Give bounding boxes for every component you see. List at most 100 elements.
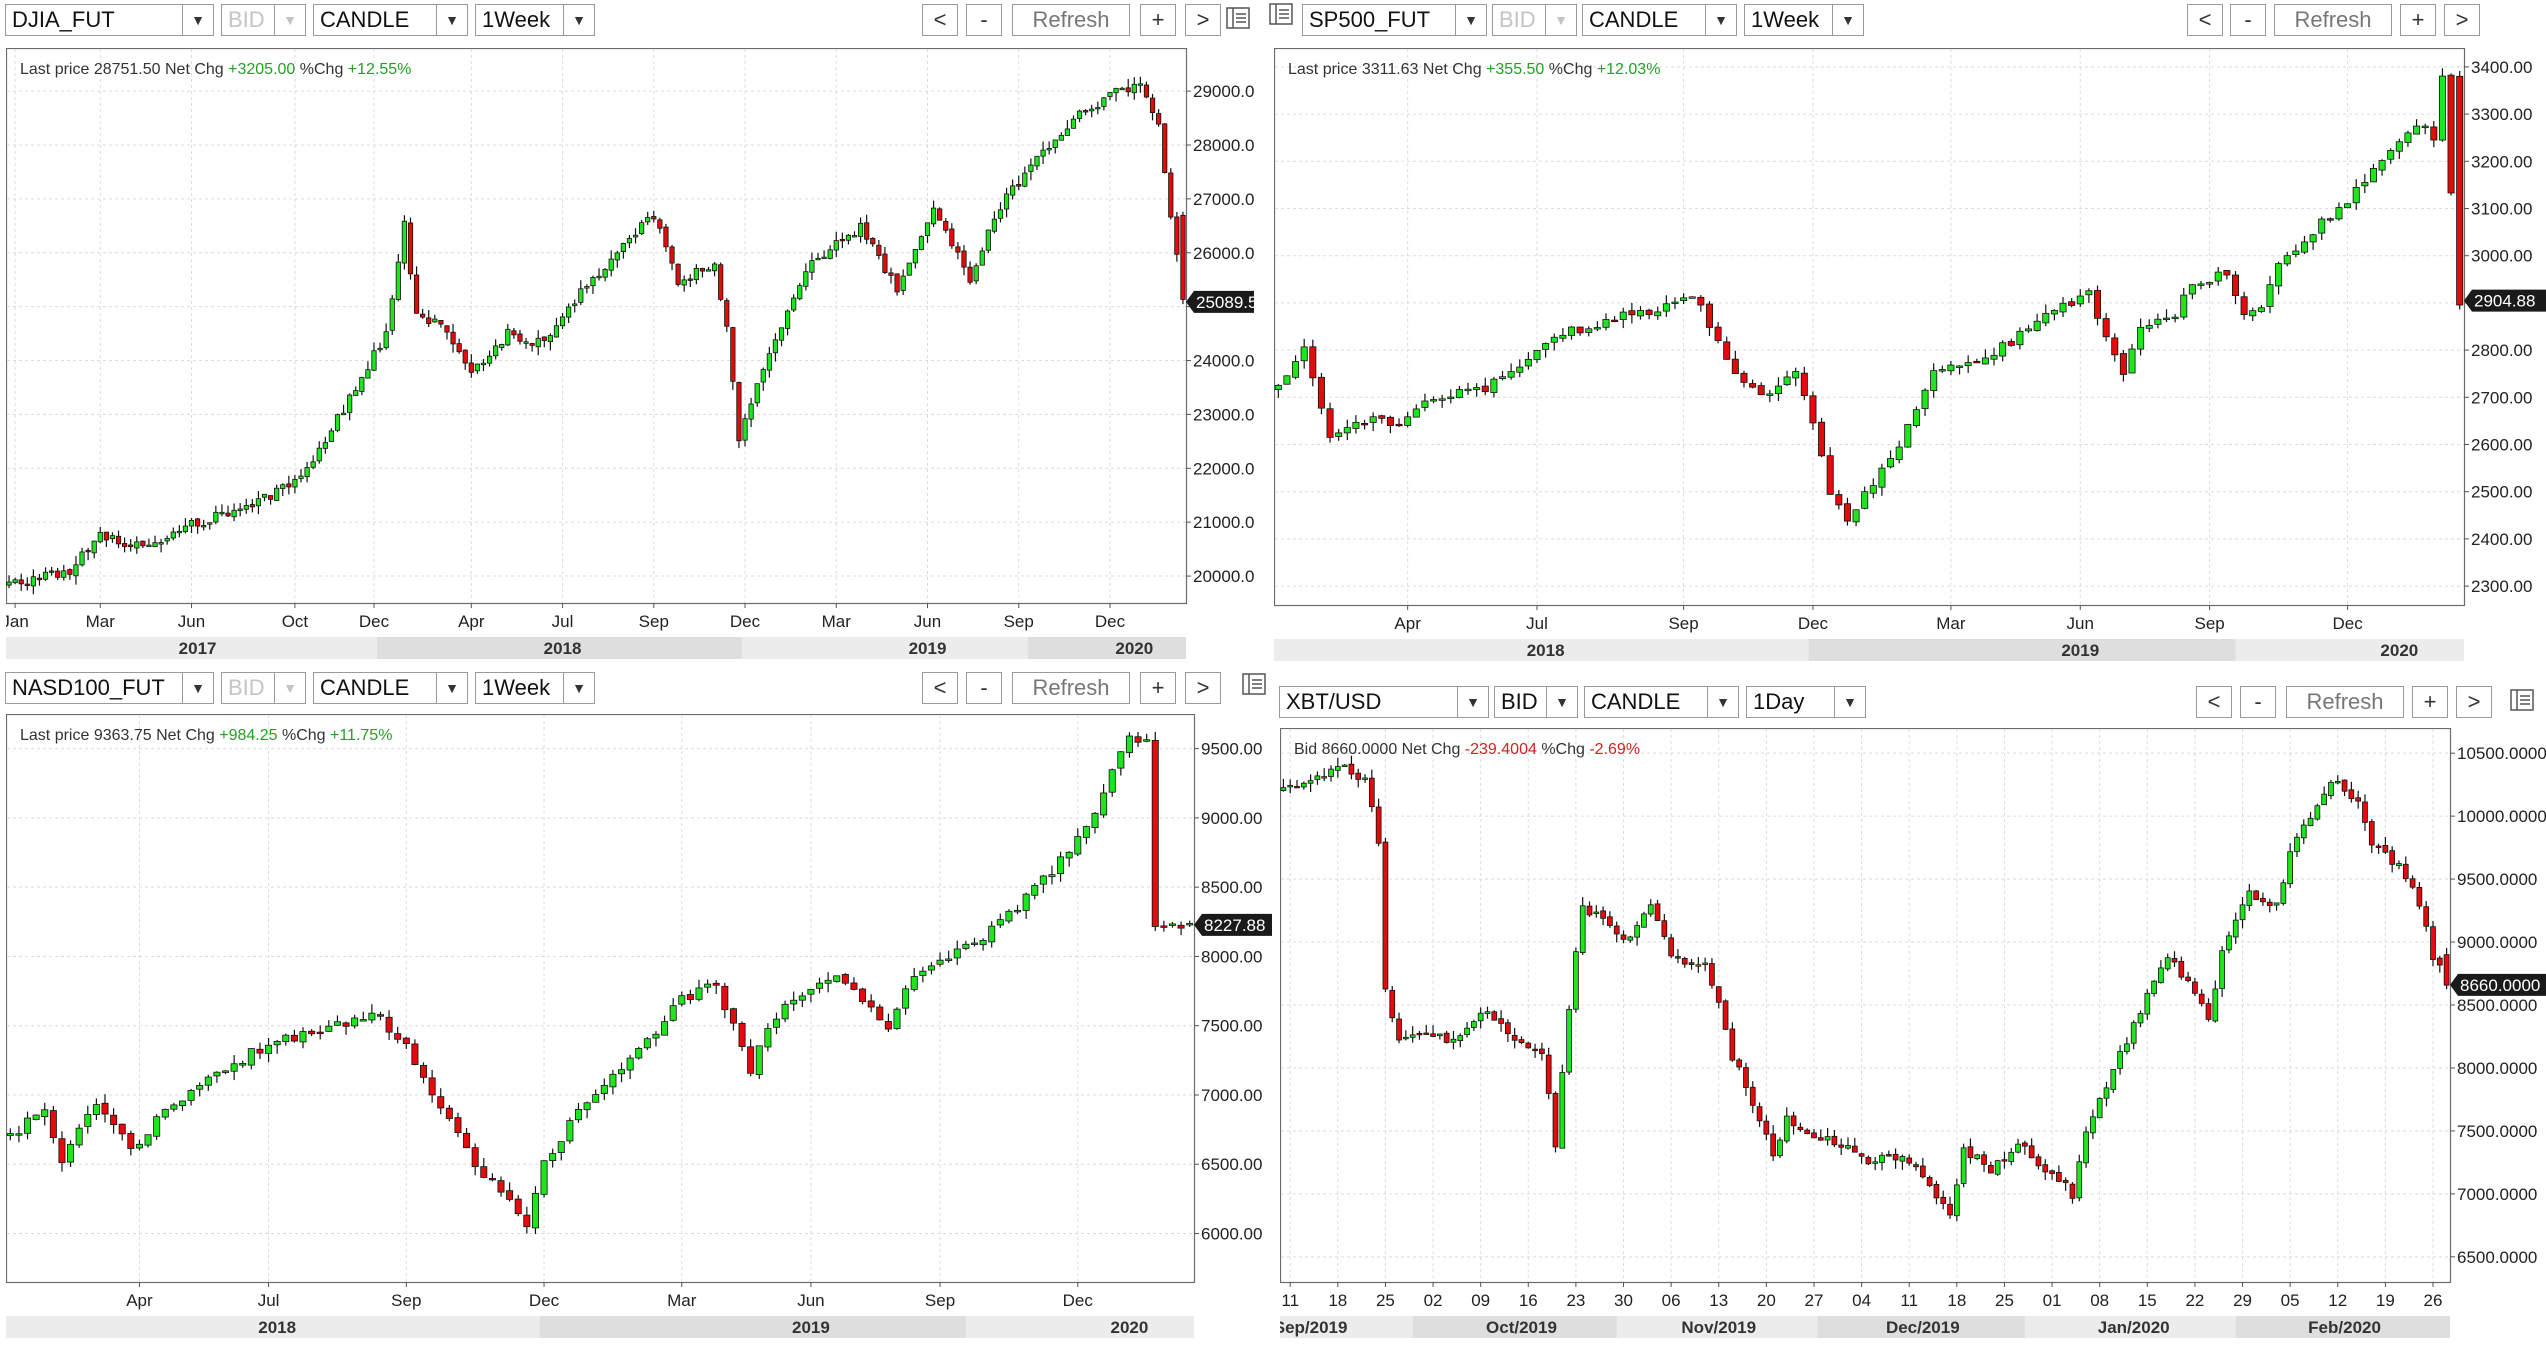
zoom-out-button[interactable]: - bbox=[2240, 686, 2276, 718]
nav-next-button[interactable]: > bbox=[2444, 4, 2480, 36]
candle-body bbox=[781, 1003, 789, 1020]
chart-type-value: CANDLE bbox=[320, 675, 410, 700]
zoom-out-button[interactable]: - bbox=[966, 4, 1002, 36]
chart-menu-icon[interactable] bbox=[2508, 686, 2536, 714]
candle bbox=[1919, 1157, 1926, 1179]
candlestick-chart[interactable]: 6000.00 6500.00 7000.00 7500.00 8000.00 8500.… bbox=[5, 713, 1272, 1344]
candle-body bbox=[1137, 83, 1143, 86]
candle-body bbox=[1851, 1145, 1858, 1153]
candle bbox=[1162, 123, 1168, 174]
zoom-out-button[interactable]: - bbox=[2230, 4, 2266, 36]
candle-body bbox=[724, 300, 730, 327]
symbol-select[interactable]: SP500_FUT ▼ bbox=[1302, 4, 1487, 36]
interval-select[interactable]: 1Week ▼ bbox=[1744, 4, 1864, 36]
nav-next-button[interactable]: > bbox=[2456, 686, 2492, 718]
zoom-in-button[interactable]: + bbox=[2400, 4, 2436, 36]
candle bbox=[747, 1039, 755, 1077]
refresh-button[interactable]: Refresh bbox=[1012, 4, 1130, 36]
price-source-select[interactable]: BID ▼ bbox=[1494, 686, 1578, 718]
candle bbox=[2119, 349, 2127, 382]
candlestick-chart[interactable]: 6500.0000 7000.0000 7500.0000 8000.0000 8500… bbox=[1274, 727, 2546, 1349]
candle bbox=[2275, 261, 2283, 295]
interval-select[interactable]: 1Week ▼ bbox=[475, 672, 595, 704]
candle-body bbox=[736, 382, 742, 442]
candle bbox=[85, 547, 91, 561]
interval-select[interactable]: 1Week ▼ bbox=[475, 4, 595, 36]
price-source-select[interactable]: BID ▼ bbox=[1492, 4, 1577, 36]
interval-select[interactable]: 1Day ▼ bbox=[1746, 686, 1866, 718]
chart-type-select[interactable]: CANDLE ▼ bbox=[313, 4, 468, 36]
nav-prev-button[interactable]: < bbox=[922, 4, 958, 36]
candle-body bbox=[557, 1141, 565, 1153]
chart-menu-icon[interactable] bbox=[1267, 0, 1295, 28]
candle-body bbox=[161, 1108, 169, 1118]
y-tick-label: 28000.00 bbox=[1193, 136, 1254, 155]
pct-chg-value: +12.03% bbox=[1597, 61, 1661, 78]
candle-body bbox=[2413, 125, 2421, 135]
symbol-select[interactable]: NASD100_FUT ▼ bbox=[5, 672, 214, 704]
candle bbox=[1539, 1042, 1545, 1061]
y-tick-label: 6500.0000 bbox=[2457, 1248, 2537, 1267]
symbol-select[interactable]: DJIA_FUT ▼ bbox=[5, 4, 214, 36]
month-label: Oct/2019 bbox=[1486, 1318, 1557, 1337]
candlestick-chart[interactable]: 2300.00 2400.00 2500.00 2600.00 2700.00 2800.… bbox=[1273, 47, 2546, 668]
candle bbox=[1831, 1129, 1838, 1148]
candle-body bbox=[1525, 1042, 1532, 1049]
candle bbox=[1790, 1111, 1797, 1135]
nav-prev-button[interactable]: < bbox=[922, 672, 958, 704]
candle bbox=[261, 493, 268, 502]
zoom-in-button[interactable]: + bbox=[1140, 672, 1176, 704]
candle bbox=[678, 991, 686, 1007]
price-source-select[interactable]: BID ▼ bbox=[221, 672, 306, 704]
zoom-in-button[interactable]: + bbox=[2412, 686, 2448, 718]
candlestick-chart[interactable]: 20000.0021000.0022000.0023000.0024000.00… bbox=[1, 47, 1267, 668]
candle-body bbox=[308, 1030, 316, 1035]
candle-body bbox=[1149, 97, 1156, 114]
candle-body bbox=[2246, 890, 2253, 906]
nav-prev-button[interactable]: < bbox=[2196, 686, 2232, 718]
candle-body bbox=[445, 1107, 453, 1119]
zoom-out-button[interactable]: - bbox=[966, 672, 1002, 704]
chart-menu-icon[interactable] bbox=[1224, 4, 1252, 32]
candle bbox=[237, 503, 243, 517]
candle bbox=[807, 988, 815, 1003]
chart-type-select[interactable]: CANDLE ▼ bbox=[1582, 4, 1737, 36]
candle-body bbox=[265, 1044, 273, 1054]
price-source-select[interactable]: BID ▼ bbox=[221, 4, 306, 36]
chart-menu-icon[interactable] bbox=[1240, 670, 1268, 698]
y-tick-label: 9000.00 bbox=[1201, 809, 1262, 828]
chart-type-select[interactable]: CANDLE ▼ bbox=[1584, 686, 1739, 718]
candle bbox=[176, 525, 182, 538]
x-tick-label: 25 bbox=[1376, 1291, 1395, 1310]
candle-body bbox=[454, 1117, 462, 1133]
candle bbox=[718, 262, 724, 302]
nav-prev-button[interactable]: < bbox=[2187, 4, 2223, 36]
chart-type-select[interactable]: CANDLE ▼ bbox=[313, 672, 468, 704]
candle bbox=[953, 940, 961, 965]
candle-body bbox=[2164, 957, 2171, 970]
candle bbox=[103, 531, 109, 547]
candle-body bbox=[2103, 1087, 2110, 1099]
candle bbox=[463, 1127, 471, 1149]
symbol-select[interactable]: XBT/USD ▼ bbox=[1279, 686, 1489, 718]
period-band-segment bbox=[377, 637, 742, 659]
candle-body bbox=[91, 540, 97, 554]
refresh-button[interactable]: Refresh bbox=[1012, 672, 1130, 704]
candle bbox=[824, 972, 832, 993]
year-label: 2020 bbox=[1111, 1318, 1149, 1337]
candle bbox=[1749, 1081, 1756, 1114]
refresh-button[interactable]: Refresh bbox=[2286, 686, 2404, 718]
candle-body bbox=[2361, 182, 2369, 187]
refresh-button[interactable]: Refresh bbox=[2274, 4, 2392, 36]
candle-body bbox=[695, 987, 703, 1000]
candle bbox=[1756, 1102, 1763, 1127]
nav-next-button[interactable]: > bbox=[1185, 672, 1221, 704]
candle bbox=[2130, 1020, 2137, 1050]
zoom-in-button[interactable]: + bbox=[1140, 4, 1176, 36]
nav-next-button[interactable]: > bbox=[1185, 4, 1221, 36]
candle-body bbox=[651, 216, 657, 220]
candle-body bbox=[1671, 301, 1679, 304]
candle-body bbox=[945, 958, 953, 961]
chevron-down-icon: ▼ bbox=[1834, 687, 1865, 717]
candle-body bbox=[930, 207, 937, 225]
